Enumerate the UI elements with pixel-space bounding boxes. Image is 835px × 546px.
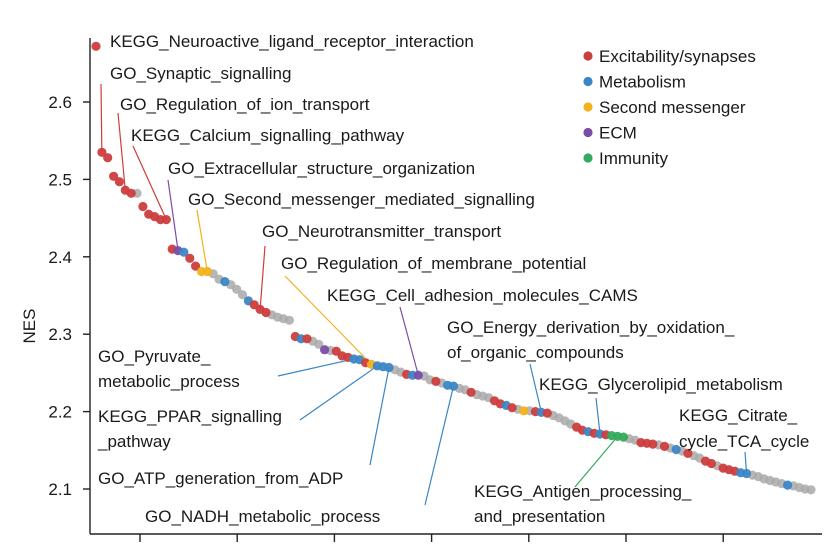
y-axis: 2.1 2.2 2.3 2.4 2.5 2.6 NES <box>20 38 822 542</box>
annotation-label: GO_ATP_generation_from_ADP <box>98 469 343 488</box>
annotation-leader-lines <box>100 83 748 506</box>
data-point <box>314 339 324 349</box>
annotation-leader <box>284 275 372 365</box>
annotation-leader <box>399 306 419 376</box>
data-point <box>179 247 189 257</box>
annotation-label: GO_Neurotransmitter_transport <box>262 222 501 241</box>
annotation-label: GO_Regulation_of_membrane_potential <box>281 254 586 273</box>
y-tick-label: 2.1 <box>48 480 72 499</box>
data-point <box>109 171 119 181</box>
data-point <box>138 201 148 212</box>
annotation-leader <box>424 385 455 506</box>
data-points <box>91 41 816 495</box>
data-point <box>237 290 248 300</box>
legend-label: Excitability/synapses <box>599 47 756 66</box>
data-point <box>519 406 529 416</box>
annotation-label: GO_NADH_metabolic_process <box>145 507 380 526</box>
data-point <box>806 485 816 495</box>
y-tick-label: 2.4 <box>48 248 72 267</box>
legend-label: ECM <box>599 124 637 143</box>
legend-label: Second messenger <box>599 98 746 117</box>
annotation-label: KEGG_Citrate_ cycle_TCA_cycle <box>679 406 809 451</box>
data-point <box>220 277 230 287</box>
data-point <box>232 284 242 294</box>
data-point <box>448 381 459 391</box>
annotation-label: KEGG_Antigen_processing_ and_presentation <box>474 482 692 526</box>
data-point <box>507 403 517 413</box>
legend: Excitability/synapses Metabolism Second me… <box>583 47 756 168</box>
data-point <box>741 468 752 479</box>
data-point <box>320 345 330 355</box>
annotation-label: KEGG_Glycerolipid_metabolism <box>539 375 783 394</box>
data-point <box>202 266 212 277</box>
annotation-leader <box>299 365 378 421</box>
annotation-labels: KEGG_Neuroactive_ligand_receptor_interac… <box>97 32 809 526</box>
data-point <box>91 41 101 51</box>
annotation-leader <box>132 145 167 220</box>
annotation-label: GO_Pyruvate_ metabolic_process <box>98 347 240 391</box>
data-point <box>413 370 423 380</box>
data-point <box>384 362 394 373</box>
data-point <box>114 177 124 187</box>
annotation-label: GO_Regulation_of_ion_transport <box>120 95 370 114</box>
data-point <box>659 441 670 451</box>
annotation-leader <box>100 83 103 153</box>
annotation-leader <box>595 397 601 435</box>
legend-label: Metabolism <box>599 73 686 92</box>
data-point <box>191 261 201 271</box>
annotation-label: GO_Extracellular_structure_organization <box>168 159 475 178</box>
y-axis-title: NES <box>20 309 39 344</box>
data-point <box>126 188 136 198</box>
y-tick-label: 2.5 <box>48 170 72 189</box>
data-point <box>431 376 441 386</box>
data-point <box>648 439 658 449</box>
y-tick-label: 2.6 <box>48 93 72 112</box>
data-point <box>185 253 195 263</box>
legend-marker <box>583 102 593 112</box>
data-point <box>97 147 107 157</box>
y-tick-label: 2.2 <box>48 403 72 422</box>
annotation-label: KEGG_Calcium_signalling_pathway <box>131 126 405 145</box>
legend-marker <box>583 153 593 163</box>
annotation-label: KEGG_Neuroactive_ligand_receptor_interac… <box>110 32 474 51</box>
data-point <box>302 334 312 344</box>
data-point <box>706 458 717 469</box>
y-tick-label: 2.3 <box>48 325 72 344</box>
data-point <box>671 444 681 455</box>
legend-marker <box>583 51 593 61</box>
annotation-leader <box>277 358 355 377</box>
annotation-leader <box>259 245 266 310</box>
data-point <box>618 432 629 442</box>
annotation-label: GO_Energy_derivation_by_oxidation_ of_org… <box>447 318 735 362</box>
legend-label: Immunity <box>599 149 668 168</box>
annotation-leader <box>167 179 179 251</box>
data-point <box>103 153 113 163</box>
annotation-leader <box>574 435 619 488</box>
annotation-leader <box>529 363 542 413</box>
annotation-leader <box>369 367 390 466</box>
data-point <box>284 315 294 325</box>
annotation-label: KEGG_Cell_adhesion_molecules_CAMS <box>327 286 638 305</box>
data-point <box>161 215 171 225</box>
data-point <box>542 408 552 418</box>
data-point <box>261 307 271 318</box>
data-point <box>683 448 693 458</box>
annotation-label: KEGG_PPAR_signalling _pathway <box>97 407 282 451</box>
annotation-label: GO_Second_messenger_mediated_signalling <box>188 190 535 209</box>
data-point <box>466 387 476 397</box>
legend-marker <box>583 76 593 87</box>
annotation-label: GO_Synaptic_signalling <box>110 64 291 83</box>
data-point <box>783 480 793 490</box>
legend-marker <box>583 127 593 138</box>
annotation-leader <box>196 209 208 272</box>
annotation-leader <box>117 112 126 191</box>
